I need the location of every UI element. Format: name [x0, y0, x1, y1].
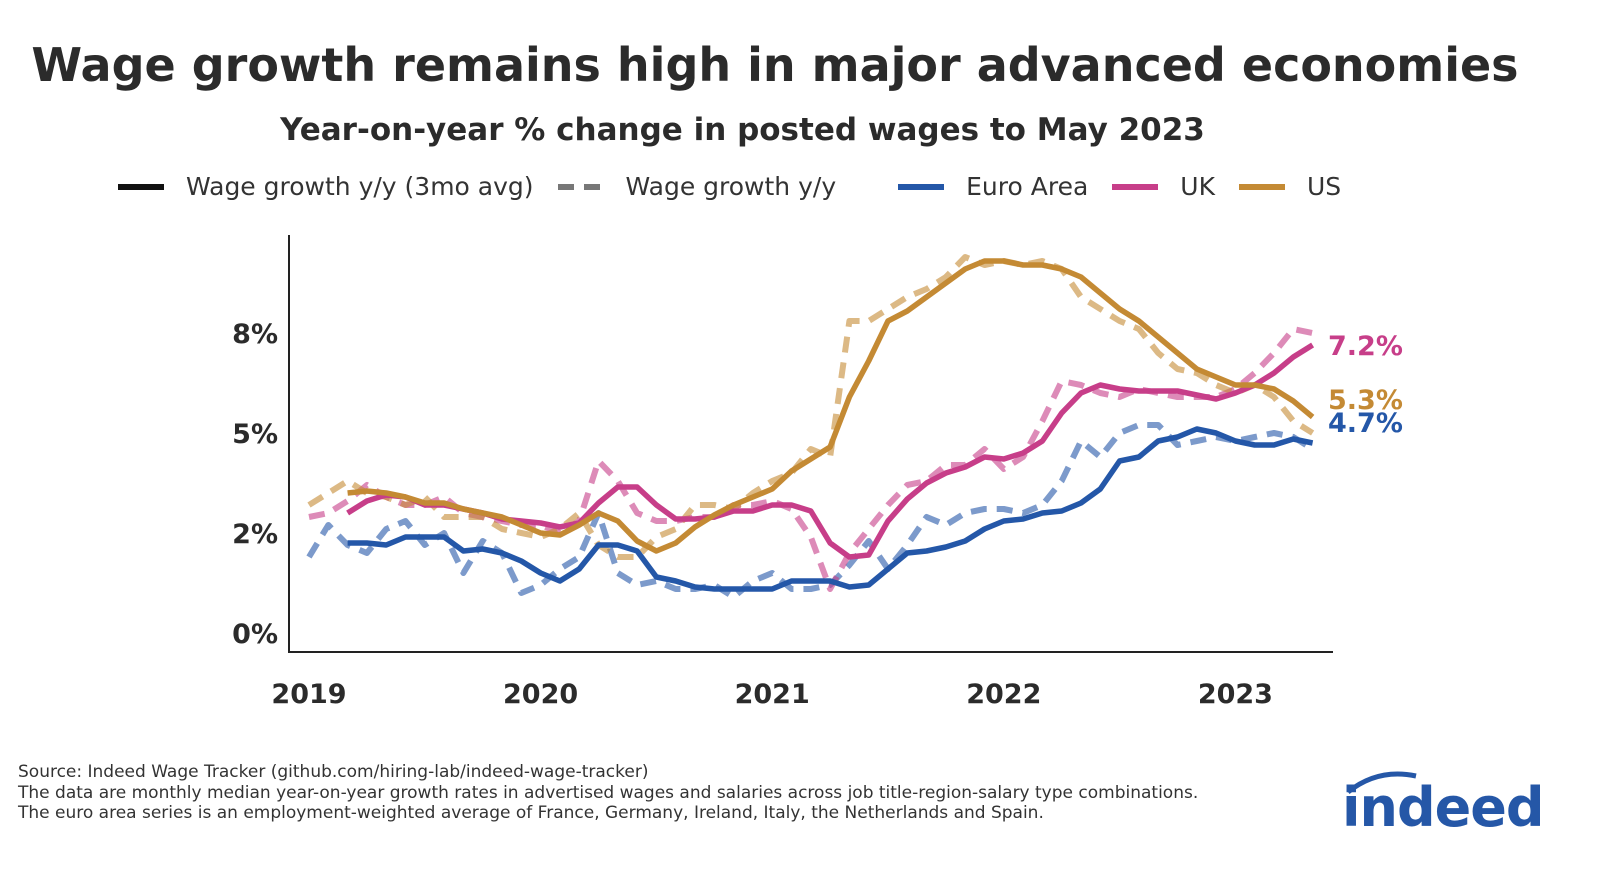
euro-area-swatch: [898, 183, 945, 190]
footer: Source: Indeed Wage Tracker (github.com/…: [18, 762, 1198, 824]
uk-swatch: [1112, 183, 1159, 190]
y-tick-label: 8%: [232, 319, 278, 350]
svg-text:indeed: indeed: [1342, 776, 1544, 835]
legend-label: Wage growth y/y (3mo avg): [186, 172, 534, 201]
euro-area-solid-line: [347, 426, 1314, 592]
method-note: The data are monthly median year-on-year…: [18, 782, 1199, 803]
solid-line-swatch: [118, 183, 164, 190]
legend: Wage growth y/y (3mo avg) Wage growth y/…: [118, 172, 1365, 201]
end-label: 7.2%: [1328, 331, 1403, 362]
source-note: Source: Indeed Wage Tracker (github.com/…: [18, 762, 649, 782]
end-label: 5.3%: [1328, 385, 1403, 416]
x-tick-label: 2022: [966, 679, 1041, 710]
y-tick-label: 0%: [232, 619, 278, 650]
euro-area-note: The euro area series is an employment-we…: [18, 803, 1044, 823]
y-tick-label: 2%: [232, 519, 278, 550]
legend-label: UK: [1180, 172, 1215, 201]
x-tick-label: 2021: [735, 679, 810, 710]
indeed-logo: indeed: [1338, 770, 1548, 839]
dashed-line-swatch: [557, 183, 604, 190]
legend-item-solid: Wage growth y/y (3mo avg): [118, 172, 534, 201]
legend-label: Wage growth y/y: [625, 172, 837, 201]
legend-item-dashed: Wage growth y/y: [557, 172, 837, 201]
x-tick-label: 2023: [1198, 679, 1273, 710]
legend-label: Euro Area: [966, 172, 1089, 201]
legend-label: US: [1306, 172, 1342, 201]
legend-item-uk: UK: [1112, 172, 1215, 201]
y-tick-label: 5%: [232, 419, 278, 450]
legend-item-euro-area: Euro Area: [898, 172, 1088, 201]
us-solid-line: [347, 258, 1315, 554]
us-swatch: [1238, 183, 1285, 190]
chart-title: Wage growth remains high in major advanc…: [31, 38, 1519, 92]
legend-item-us: US: [1238, 172, 1342, 201]
chart-subtitle: Year-on-year % change in posted wages to…: [280, 112, 1205, 148]
end-label: 4.7%: [1328, 408, 1403, 439]
x-tick-label: 2020: [503, 679, 578, 710]
x-tick-label: 2019: [271, 679, 346, 710]
us-dashed-line: [307, 254, 1315, 560]
